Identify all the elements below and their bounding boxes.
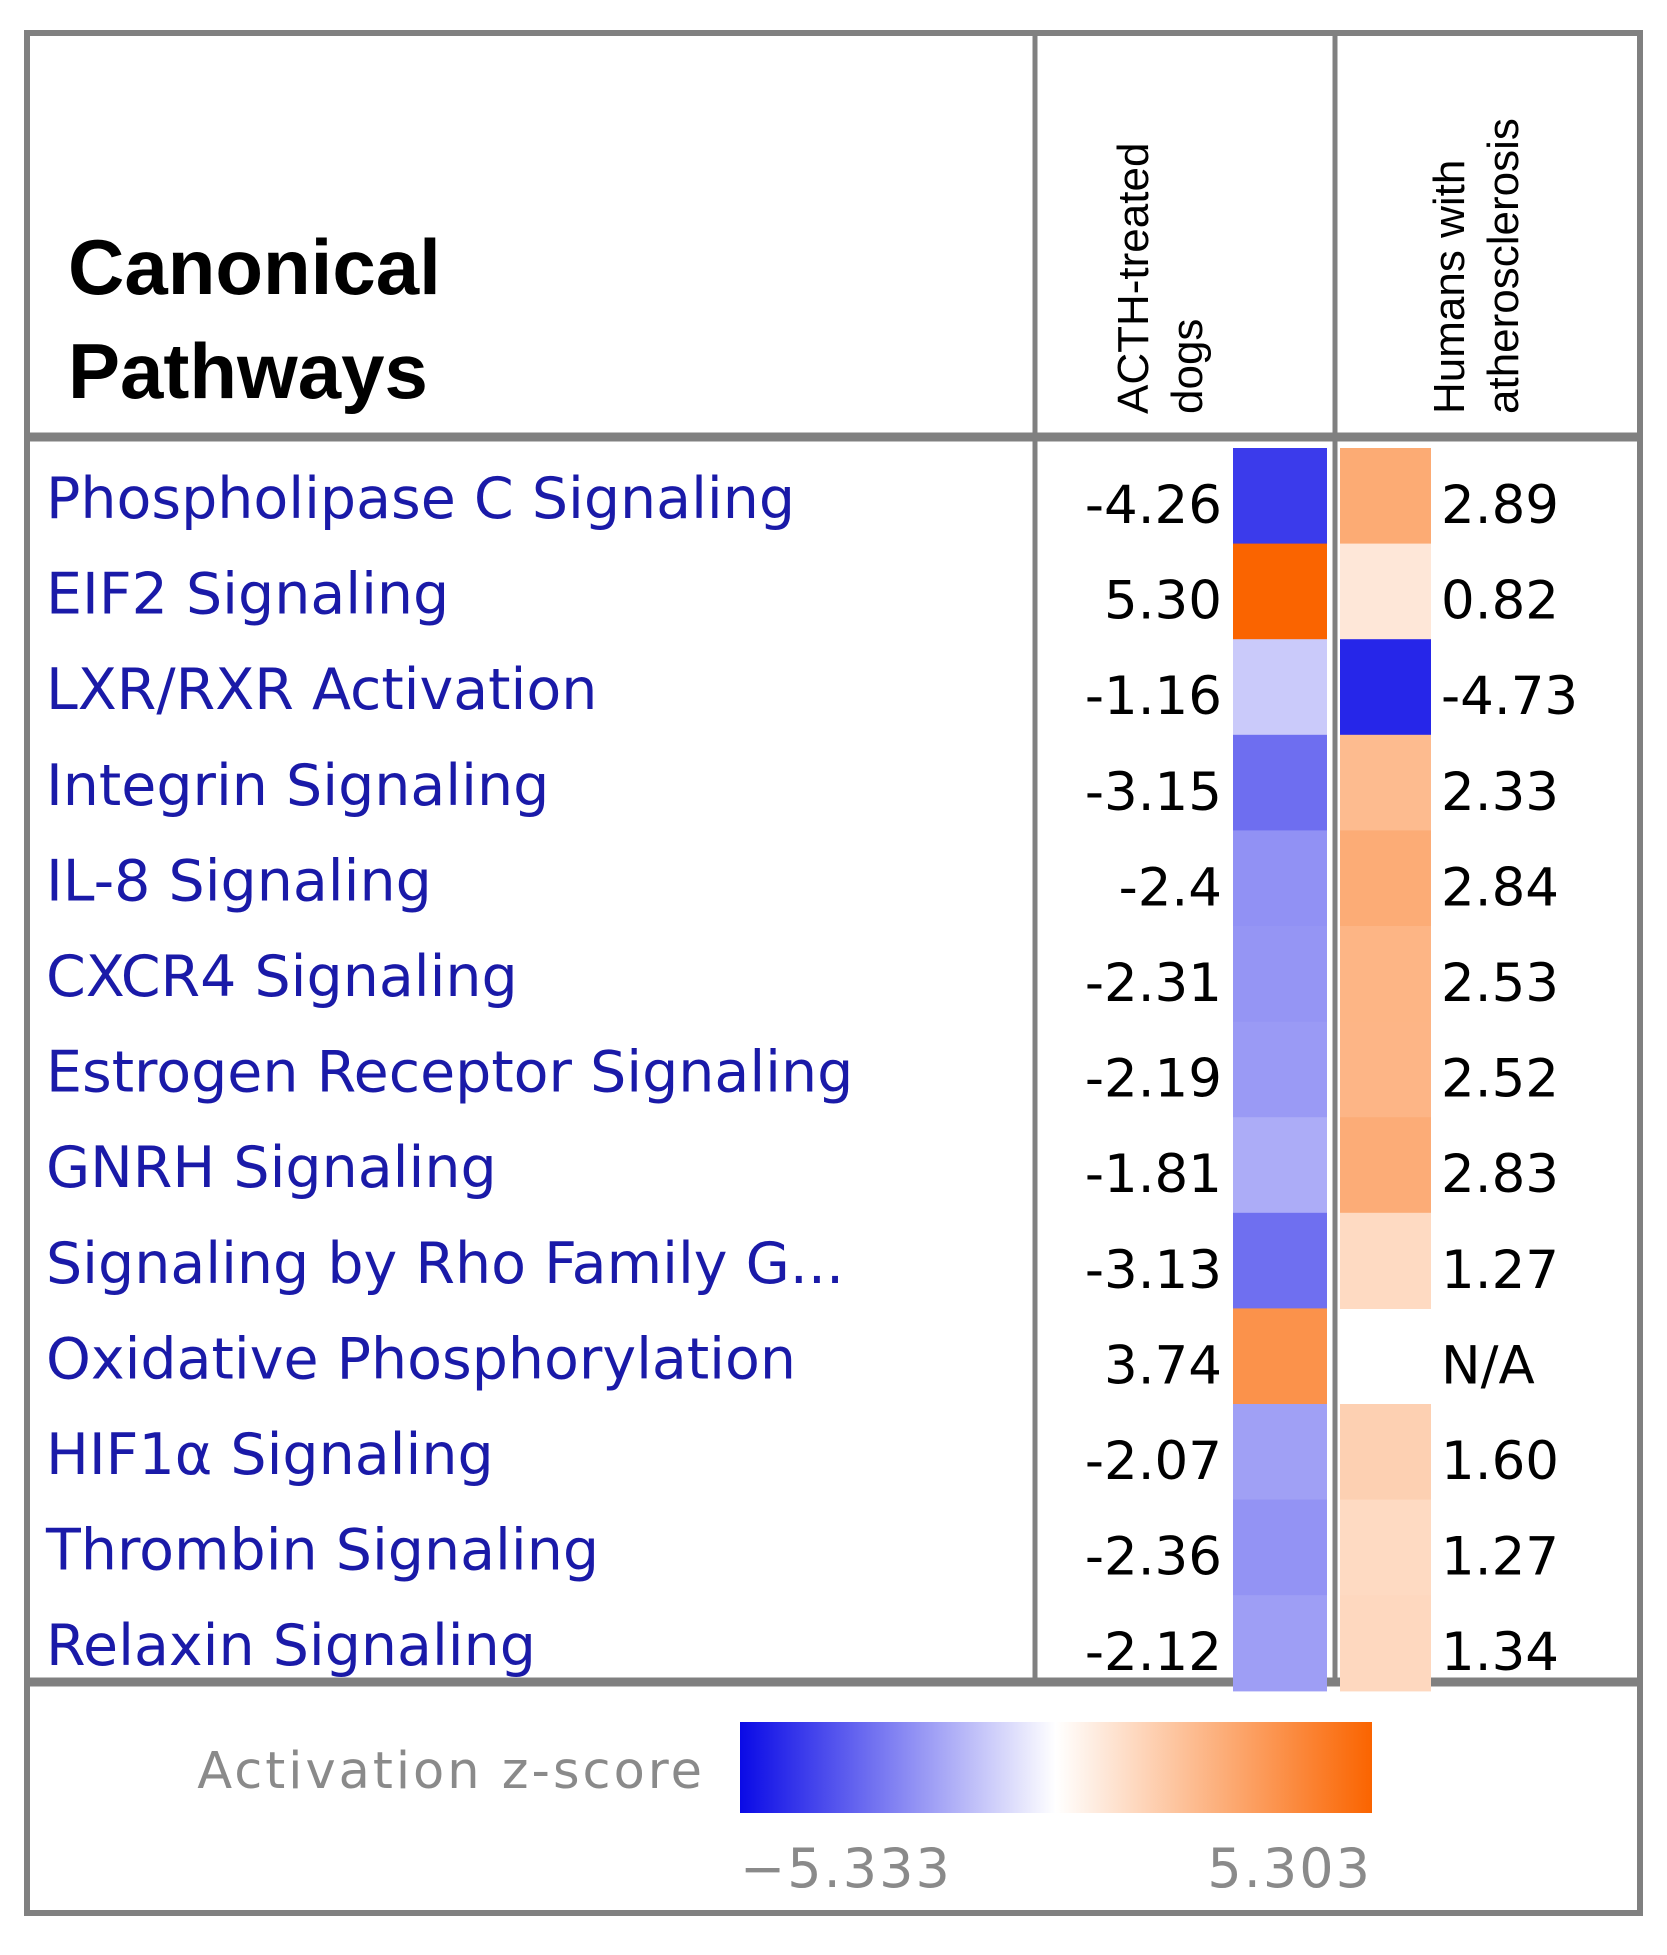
heatmap-cell	[1340, 830, 1431, 927]
heatmap-cell	[1340, 1117, 1431, 1214]
colorbar-min-label: −5.333	[740, 1837, 952, 1900]
row-label[interactable]: CXCR4 Signaling	[46, 944, 518, 1010]
row-label[interactable]: Estrogen Receptor Signaling	[46, 1040, 853, 1106]
value-label: 1.27	[1441, 1527, 1559, 1588]
heatmap-cell	[1233, 1212, 1327, 1309]
value-label: -2.07	[1085, 1431, 1222, 1492]
heatmap-rows: Phospholipase C Signaling -4.26 2.89 EIF2 S…	[45, 448, 1578, 1692]
value-label: 0.82	[1441, 571, 1559, 632]
value-label: 2.83	[1441, 1144, 1559, 1205]
value-label: 3.74	[1104, 1335, 1222, 1396]
value-label: 5.30	[1104, 571, 1222, 632]
value-label: 2.84	[1441, 857, 1559, 918]
value-label: -1.16	[1085, 666, 1222, 727]
heatmap-cell	[1233, 1404, 1327, 1501]
colorbar-legend: Activation z-score −5.333 5.303	[197, 1722, 1372, 1900]
heatmap-cell	[1340, 926, 1431, 1023]
heatmap-cell	[1340, 543, 1431, 640]
row-label[interactable]: EIF2 Signaling	[46, 562, 449, 628]
heatmap-cell	[1233, 639, 1327, 736]
value-label: 2.53	[1441, 953, 1559, 1014]
column-header-acth-dogs: ACTH-treated	[1109, 143, 1158, 414]
heatmap-cell	[1233, 1595, 1327, 1692]
heatmap-cell	[1233, 1021, 1327, 1118]
row-label[interactable]: Phospholipase C Signaling	[46, 466, 795, 532]
heatmap-cell	[1233, 830, 1327, 927]
value-label: -4.73	[1441, 666, 1578, 727]
row-label[interactable]: IL-8 Signaling	[46, 848, 432, 914]
row-label[interactable]: Oxidative Phosphorylation	[46, 1326, 796, 1392]
heatmap-cell	[1233, 734, 1327, 831]
row-label[interactable]: HIF1α Signaling	[46, 1422, 494, 1488]
row-label[interactable]: Signaling by Rho Family G...	[46, 1231, 844, 1297]
colorbar-max-label: 5.303	[1207, 1837, 1372, 1900]
value-label: 1.34	[1441, 1622, 1559, 1683]
heatmap-cell	[1340, 1595, 1431, 1692]
chart-title: Canonical	[68, 223, 441, 311]
value-label: -1.81	[1085, 1144, 1222, 1205]
row-label[interactable]: Relaxin Signaling	[46, 1613, 536, 1679]
heatmap-cell	[1233, 1499, 1327, 1596]
heatmap-cell	[1233, 1117, 1327, 1214]
value-label: -2.4	[1119, 857, 1222, 918]
heatmap-cell	[1340, 1499, 1431, 1596]
row-label[interactable]: LXR/RXR Activation	[46, 657, 597, 723]
column-header-acth-dogs-line-2: dogs	[1163, 319, 1212, 414]
value-label: -4.26	[1085, 475, 1222, 536]
heatmap-cell	[1233, 1308, 1327, 1405]
colorbar-label: Activation z-score	[197, 1742, 705, 1801]
heatmap-cell	[1340, 1404, 1431, 1501]
value-label: 2.89	[1441, 475, 1559, 536]
row-label[interactable]: GNRH Signaling	[46, 1135, 497, 1201]
row-label[interactable]: Thrombin Signaling	[45, 1518, 599, 1584]
value-label: 2.52	[1441, 1049, 1559, 1110]
value-label: 2.33	[1441, 762, 1559, 823]
column-header-humans-atherosclerosis: Humans with	[1425, 160, 1474, 414]
value-label: 1.27	[1441, 1240, 1559, 1301]
heatmap-cell	[1340, 734, 1431, 831]
heatmap-cell	[1340, 1021, 1431, 1118]
heatmap-cell	[1233, 926, 1327, 1023]
value-label: -2.36	[1085, 1527, 1222, 1588]
value-label: -3.15	[1085, 762, 1222, 823]
chart-title-line-2: Pathways	[68, 327, 428, 415]
row-label[interactable]: Integrin Signaling	[46, 753, 549, 819]
heatmap-cell	[1233, 543, 1327, 640]
colorbar-gradient	[740, 1722, 1372, 1813]
heatmap-cell	[1340, 639, 1431, 736]
value-label: -3.13	[1085, 1240, 1222, 1301]
column-header-humans-atherosclerosis-line-2: atherosclerosis	[1479, 118, 1528, 414]
heatmap-cell	[1340, 1212, 1431, 1309]
value-label: -2.19	[1085, 1049, 1222, 1110]
heatmap-cell	[1233, 448, 1327, 545]
value-label: 1.60	[1441, 1431, 1559, 1492]
heatmap-cell	[1340, 448, 1431, 545]
value-label: N/A	[1441, 1335, 1535, 1396]
value-label: -2.31	[1085, 953, 1222, 1014]
value-label: -2.12	[1085, 1622, 1222, 1683]
